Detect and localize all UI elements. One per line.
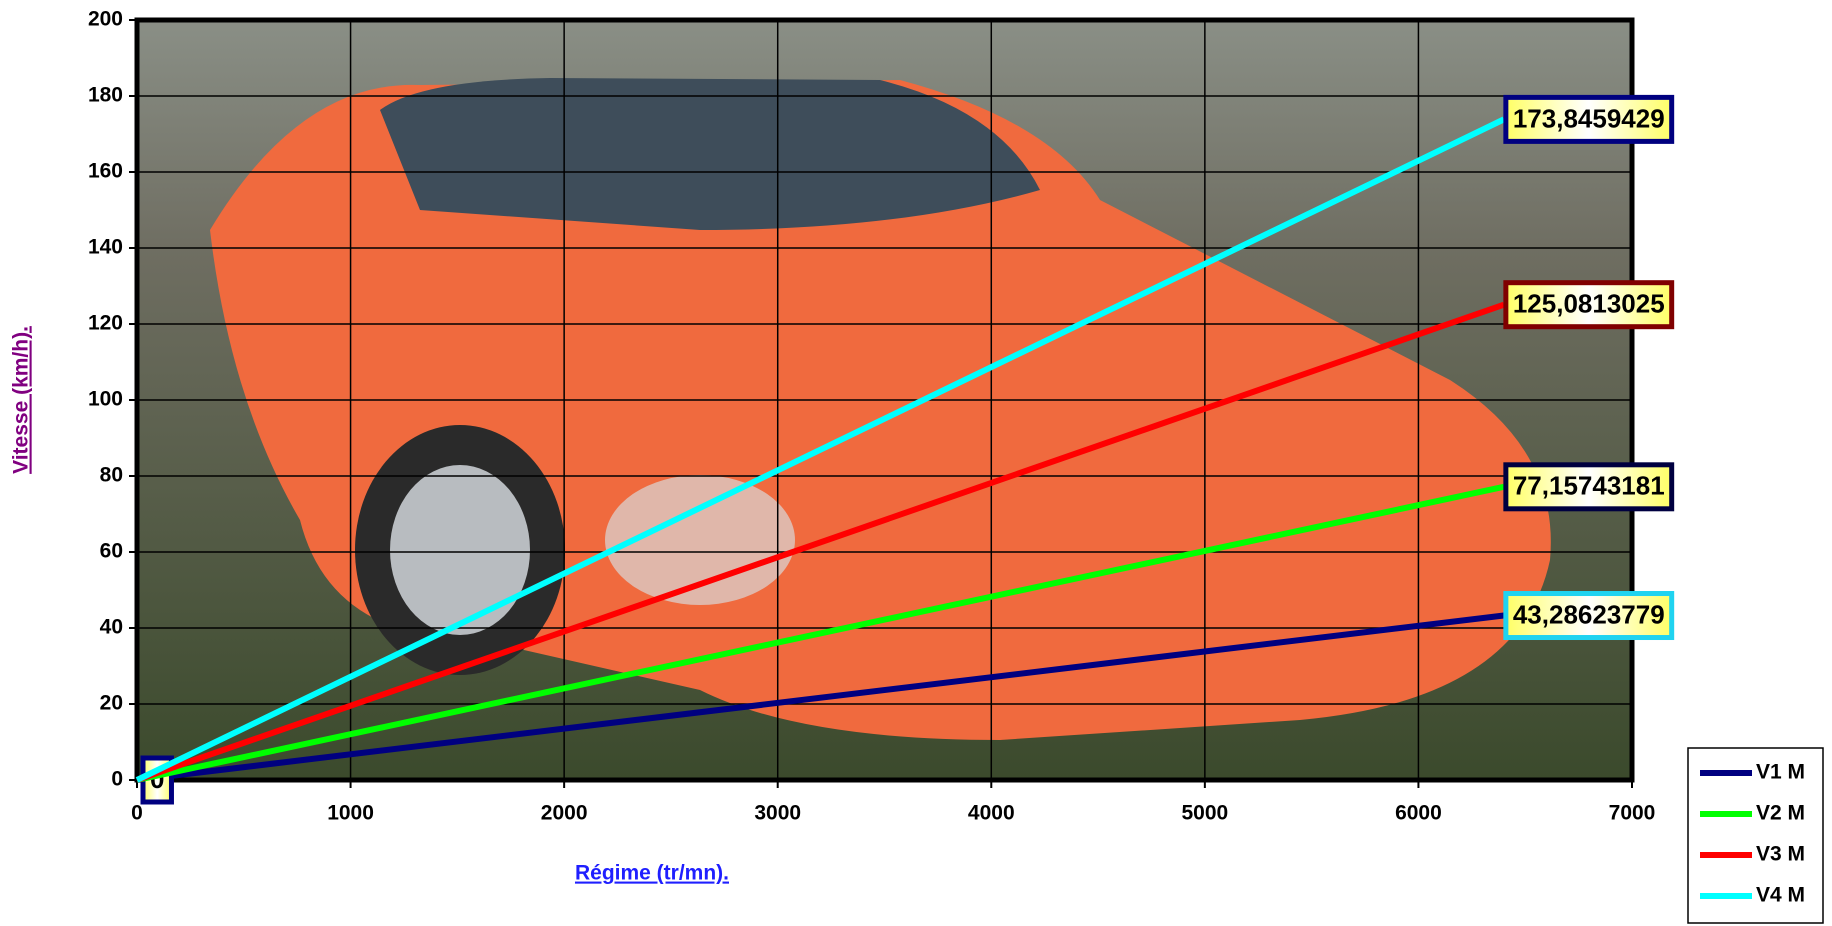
legend-label: V3 M bbox=[1756, 843, 1805, 866]
chart: Régime (tr/mn). Vitesse (km/h). 0 20 40 60 8… bbox=[0, 0, 1832, 926]
data-label: 43,28623779 bbox=[1506, 594, 1672, 638]
y-axis-title: Vitesse (km/h). bbox=[10, 326, 33, 474]
legend-label: V4 M bbox=[1756, 884, 1805, 907]
x-tick-label: 0 bbox=[131, 802, 143, 825]
data-label: 77,15743181 bbox=[1506, 465, 1672, 509]
y-tick-label: 160 bbox=[88, 160, 123, 183]
data-label: 125,0813025 bbox=[1506, 283, 1672, 327]
x-tick-label: 6000 bbox=[1395, 802, 1442, 825]
data-label-text: 173,8459429 bbox=[1513, 103, 1665, 133]
y-tick-label: 120 bbox=[88, 312, 123, 335]
x-tick-label: 3000 bbox=[754, 802, 801, 825]
y-tick-label: 140 bbox=[88, 236, 123, 259]
y-tick-label: 0 bbox=[111, 768, 123, 791]
legend-label: V1 M bbox=[1756, 761, 1805, 784]
y-tick-label: 40 bbox=[100, 616, 123, 639]
y-tick-label: 100 bbox=[88, 388, 123, 411]
y-tick-label: 180 bbox=[88, 84, 123, 107]
x-tick-label: 4000 bbox=[968, 802, 1015, 825]
x-tick-label: 7000 bbox=[1609, 802, 1656, 825]
data-label-text: 77,15743181 bbox=[1513, 471, 1665, 501]
y-tick-label: 60 bbox=[100, 540, 123, 563]
x-tick-label: 2000 bbox=[541, 802, 588, 825]
data-label-text: 125,0813025 bbox=[1513, 289, 1665, 319]
y-tick-label: 200 bbox=[88, 8, 123, 31]
data-label-text: 43,28623779 bbox=[1513, 599, 1665, 629]
legend-label: V2 M bbox=[1756, 802, 1805, 825]
y-tick-label: 20 bbox=[100, 692, 123, 715]
x-axis-title: Régime (tr/mn). bbox=[575, 862, 729, 885]
data-label: 173,8459429 bbox=[1506, 97, 1672, 141]
x-tick-label: 5000 bbox=[1181, 802, 1228, 825]
x-tick-label: 1000 bbox=[327, 802, 374, 825]
y-tick-label: 80 bbox=[100, 464, 123, 487]
